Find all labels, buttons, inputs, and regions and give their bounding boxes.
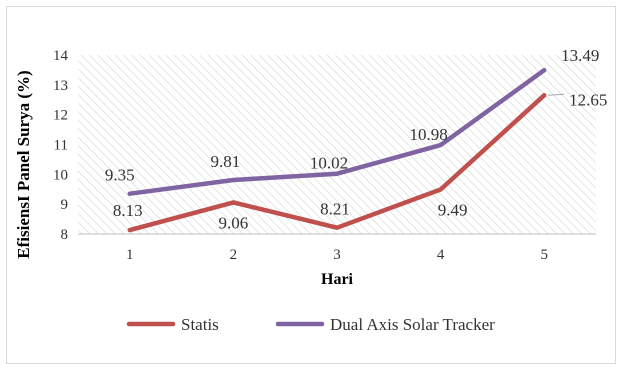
data-label: 9.81 <box>211 152 241 171</box>
data-label: 10.02 <box>310 154 348 173</box>
legend-label: Statis <box>181 315 219 334</box>
data-label-leader-line <box>548 93 565 96</box>
data-label: 12.65 <box>569 90 607 109</box>
y-tick-label: 8 <box>61 227 69 243</box>
y-tick-label: 9 <box>61 197 69 213</box>
y-tick-label: 13 <box>53 78 68 94</box>
y-tick-label: 14 <box>53 48 69 64</box>
y-axis-title: EfisiensI Panel Surya (%) <box>14 70 33 258</box>
chart-frame: 8 9 10 11 12 13 14 1 2 3 4 5 8.13 9.06 8.21 9.49 12.65 9… <box>6 6 616 364</box>
data-label: 9.35 <box>105 166 135 185</box>
x-tick-label: 1 <box>126 247 134 263</box>
x-tick-label: 5 <box>540 247 548 263</box>
data-label: 8.21 <box>320 200 350 219</box>
data-label: 8.13 <box>113 201 143 220</box>
x-tick-label: 4 <box>437 247 445 263</box>
plot-area <box>78 55 596 234</box>
y-tick-label: 12 <box>53 108 68 124</box>
data-label: 9.06 <box>219 213 249 232</box>
data-label: 9.49 <box>438 201 468 220</box>
y-tick-label: 10 <box>53 167 68 183</box>
data-label: 10.98 <box>409 125 447 144</box>
x-tick-label: 2 <box>230 247 238 263</box>
legend: Statis Dual Axis Solar Tracker <box>126 315 495 334</box>
series-line-statis <box>127 93 547 233</box>
x-tick-label: 3 <box>333 247 341 263</box>
data-label: 13.49 <box>561 46 599 65</box>
x-axis-title: Hari <box>321 271 354 288</box>
y-tick-label: 11 <box>54 138 68 154</box>
series-line-dual-axis-solar-tracker <box>127 67 547 196</box>
legend-label: Dual Axis Solar Tracker <box>330 315 495 334</box>
